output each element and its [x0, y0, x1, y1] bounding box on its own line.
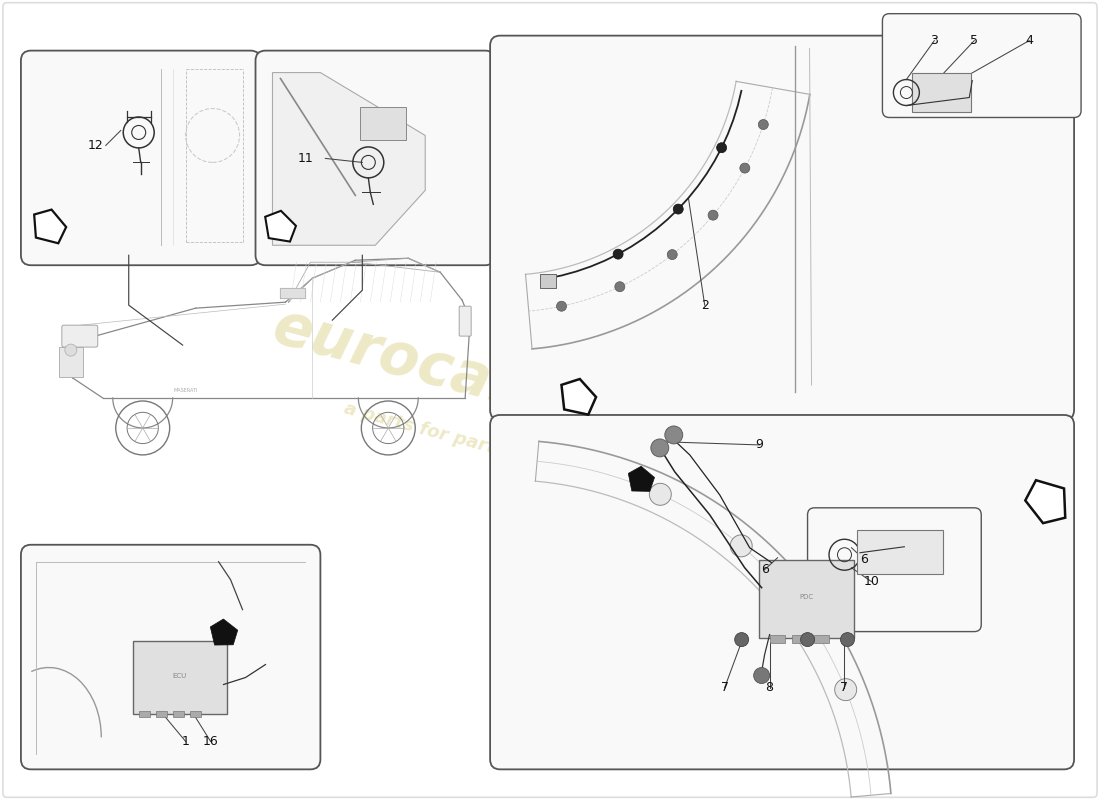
Polygon shape — [561, 379, 596, 414]
FancyBboxPatch shape — [882, 14, 1081, 118]
Circle shape — [730, 535, 752, 557]
FancyBboxPatch shape — [21, 50, 261, 266]
Text: 7: 7 — [840, 681, 848, 694]
Text: 9: 9 — [756, 438, 763, 451]
Circle shape — [668, 250, 678, 259]
Bar — [139, 711, 150, 718]
Polygon shape — [280, 288, 306, 298]
FancyBboxPatch shape — [807, 508, 981, 631]
Circle shape — [557, 302, 566, 311]
Polygon shape — [265, 211, 296, 242]
Text: 16: 16 — [202, 735, 219, 748]
Bar — [156, 711, 167, 718]
Polygon shape — [628, 466, 654, 491]
FancyBboxPatch shape — [540, 274, 556, 287]
Text: 6: 6 — [761, 563, 769, 576]
Text: 4: 4 — [1025, 34, 1033, 47]
Text: 8: 8 — [766, 681, 773, 694]
Circle shape — [754, 667, 770, 683]
Circle shape — [651, 439, 669, 457]
Circle shape — [649, 483, 671, 506]
Polygon shape — [34, 210, 66, 243]
Text: PDC: PDC — [800, 594, 814, 600]
Polygon shape — [273, 73, 426, 246]
FancyBboxPatch shape — [255, 50, 495, 266]
Text: eurocarparts: eurocarparts — [267, 298, 693, 462]
Circle shape — [758, 119, 768, 130]
Text: ECU: ECU — [173, 673, 187, 678]
Circle shape — [65, 344, 77, 356]
Text: 12: 12 — [88, 139, 103, 152]
Polygon shape — [1025, 480, 1065, 523]
Text: 6: 6 — [860, 554, 868, 566]
Circle shape — [735, 633, 749, 646]
FancyBboxPatch shape — [459, 306, 471, 336]
FancyBboxPatch shape — [21, 545, 320, 770]
FancyBboxPatch shape — [858, 530, 944, 574]
FancyBboxPatch shape — [491, 36, 1074, 420]
Text: 5: 5 — [970, 34, 978, 47]
Polygon shape — [210, 619, 238, 645]
Circle shape — [835, 678, 857, 701]
Circle shape — [664, 426, 683, 444]
Circle shape — [708, 210, 718, 220]
Text: 7: 7 — [720, 681, 728, 694]
FancyBboxPatch shape — [759, 560, 855, 638]
Circle shape — [801, 633, 814, 646]
FancyBboxPatch shape — [912, 73, 971, 113]
Bar — [814, 634, 828, 642]
FancyBboxPatch shape — [491, 415, 1074, 770]
Text: MASERATI: MASERATI — [174, 387, 198, 393]
Text: a parts for parts since 1983: a parts for parts since 1983 — [342, 400, 618, 490]
Bar — [173, 711, 184, 718]
Circle shape — [716, 142, 727, 153]
Circle shape — [795, 606, 817, 627]
Text: 3: 3 — [931, 34, 938, 47]
Text: 10: 10 — [864, 575, 879, 588]
FancyBboxPatch shape — [59, 347, 82, 377]
FancyBboxPatch shape — [62, 325, 98, 347]
Text: 11: 11 — [298, 152, 314, 165]
Circle shape — [673, 204, 683, 214]
FancyBboxPatch shape — [361, 106, 406, 141]
FancyBboxPatch shape — [133, 641, 227, 714]
Text: 1: 1 — [182, 735, 189, 748]
Circle shape — [613, 249, 623, 259]
Circle shape — [740, 163, 750, 173]
Bar — [770, 634, 784, 642]
Bar — [792, 634, 806, 642]
Text: 2: 2 — [701, 298, 708, 312]
Circle shape — [840, 633, 855, 646]
Circle shape — [615, 282, 625, 292]
Bar — [189, 711, 200, 718]
